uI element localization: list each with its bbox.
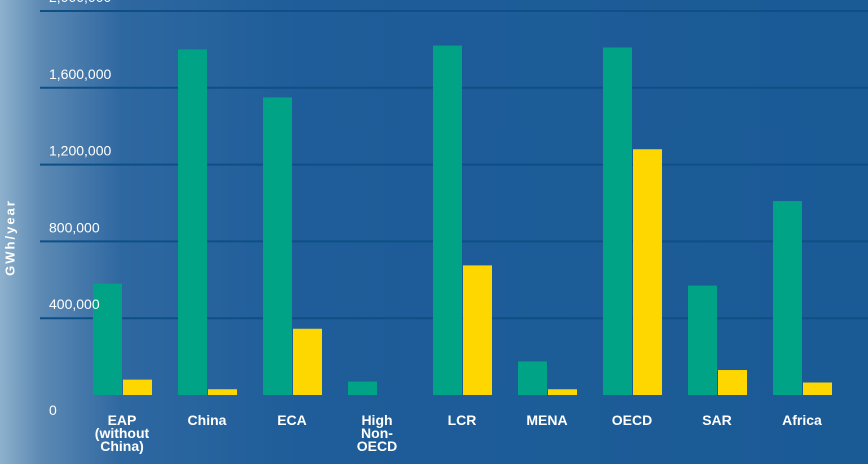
y-tick-label: 1,200,000 [49,143,111,159]
bar [548,389,577,395]
x-category-label: MENA [526,412,567,428]
bar [463,265,492,395]
bar [633,149,662,395]
bar [293,328,322,395]
bar [518,361,547,395]
y-tick-label: 400,000 [49,296,100,312]
bar [93,283,122,395]
bar [773,201,802,395]
bar [688,285,717,395]
y-tick-label: 2,000,000 [49,0,111,5]
bar [123,379,152,395]
bar [433,45,462,396]
y-tick-label: 0 [49,402,57,418]
x-category-label: High Non-OECD [357,412,397,454]
y-tick-label: 800,000 [49,219,100,235]
bar [348,381,377,395]
bar [208,389,237,395]
y-tick-label: 1,600,000 [49,66,111,82]
x-category-label: Africa [782,412,822,428]
x-category-label: LCR [448,412,477,428]
bar [263,97,292,396]
x-category-label: SAR [702,412,732,428]
x-category-label: OECD [612,412,652,428]
bar [718,370,747,395]
bar [603,47,632,395]
bar [178,49,207,396]
x-category-label: China [188,412,227,428]
x-category-label: ECA [277,412,307,428]
x-category-label: EAP (without China) [95,412,150,454]
bar [803,382,832,395]
